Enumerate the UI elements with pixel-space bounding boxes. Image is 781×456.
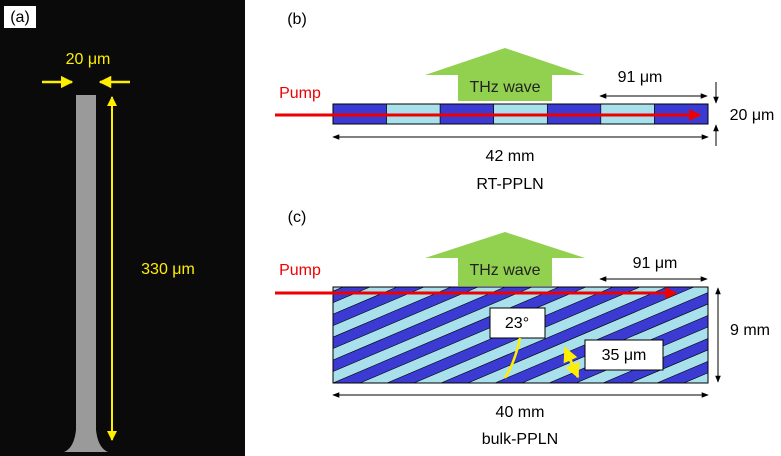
length-label: 42 mm bbox=[486, 148, 535, 165]
panel-label: (b) bbox=[287, 11, 307, 28]
thz-label: THz wave bbox=[469, 262, 540, 279]
angle-label: 23° bbox=[505, 315, 529, 332]
period-label: 91 μm bbox=[633, 255, 678, 272]
figure: (a) 20 μm 330 μm (b) THz wave Pump 91 μm… bbox=[0, 0, 781, 456]
stripe-label: 35 μm bbox=[602, 347, 647, 364]
thickness-label: 9 mm bbox=[730, 322, 770, 339]
micrograph bbox=[0, 0, 245, 456]
width-label: 20 μm bbox=[66, 51, 111, 68]
period-label: 91 μm bbox=[618, 69, 663, 86]
length-label: 330 μm bbox=[141, 261, 195, 278]
panel-label: (a) bbox=[10, 9, 30, 26]
thickness-label: 20 μm bbox=[730, 107, 775, 124]
pump-label: Pump bbox=[279, 262, 321, 279]
pump-label: Pump bbox=[279, 85, 321, 102]
caption: bulk-PPLN bbox=[482, 431, 558, 448]
thz-label: THz wave bbox=[469, 79, 540, 96]
caption: RT-PPLN bbox=[476, 176, 543, 193]
panel-label: (c) bbox=[288, 209, 307, 226]
length-label: 40 mm bbox=[496, 404, 545, 421]
